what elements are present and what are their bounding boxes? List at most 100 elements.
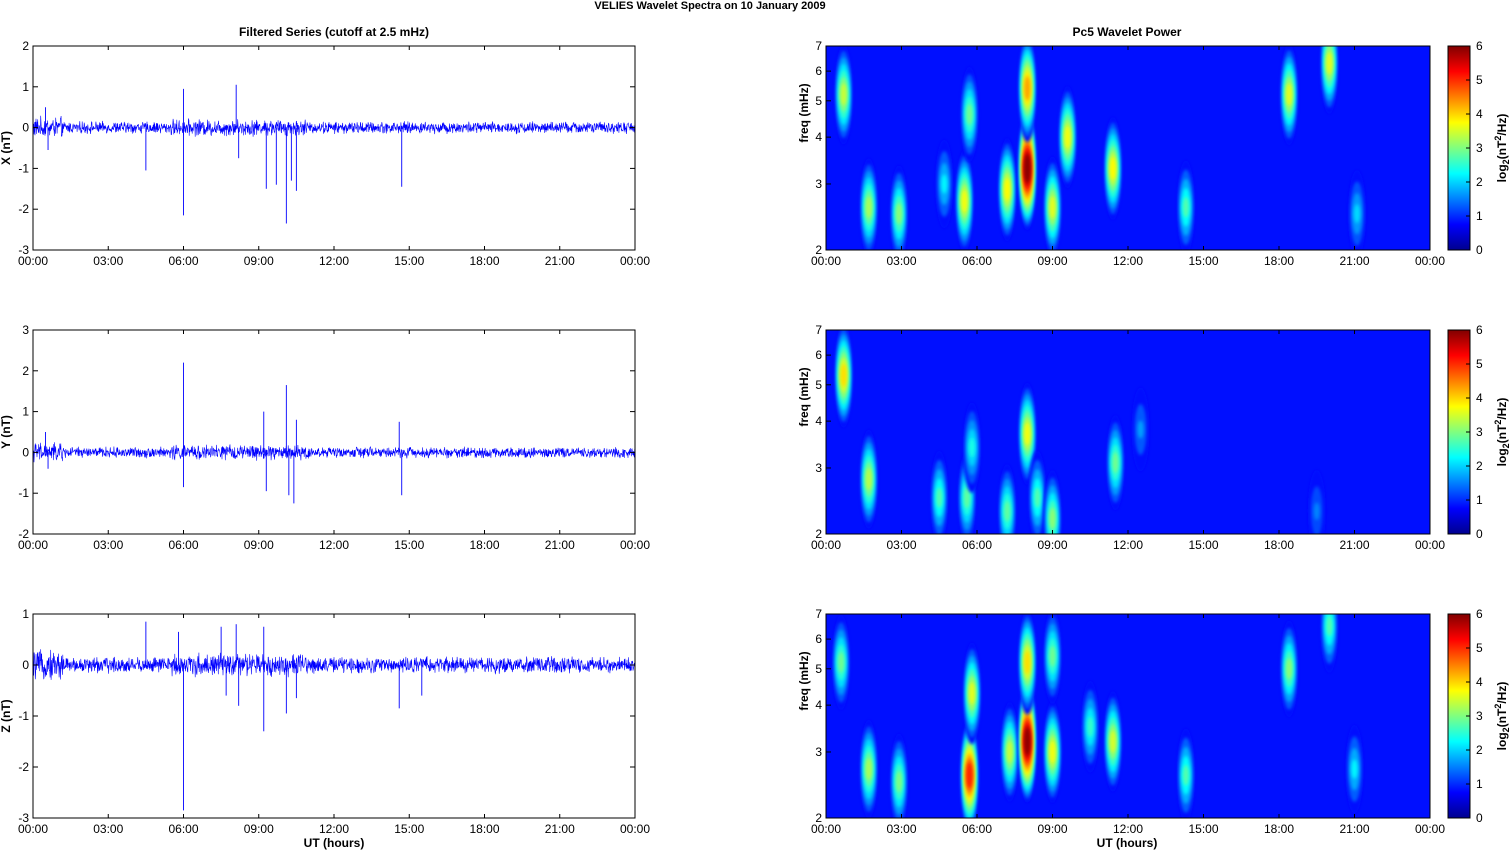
spectrogram-xtick-label: 00:00: [811, 254, 841, 268]
spectrogram-blobs: [834, 46, 1367, 250]
spectral-power-blob: [1024, 76, 1031, 101]
spectrogram-xtick-label: 12:00: [1113, 254, 1143, 268]
ytick-label: 6: [815, 348, 822, 362]
ylabel: X (nT): [0, 131, 13, 165]
colorbar-tick-label: 6: [1476, 39, 1483, 53]
spectrogram-xtick-label: 12:00: [1113, 538, 1143, 552]
timeseries-xtick-label: 18:00: [469, 538, 499, 552]
ytick-label: 3: [22, 323, 29, 337]
ytick-label: -3: [18, 811, 29, 825]
spectrogram-xtick-label: 15:00: [1188, 822, 1218, 836]
timeseries-xtick-label: 03:00: [93, 538, 123, 552]
colorbar-tick-label: 0: [1476, 527, 1483, 541]
spectrogram-xtick-label: 12:00: [1113, 822, 1143, 836]
ylabel: Y (nT): [0, 415, 13, 449]
spectral-power-blob: [1006, 740, 1013, 763]
ytick-label: 7: [815, 607, 822, 621]
spectral-power-blob: [1326, 615, 1333, 637]
spectral-power-blob: [1109, 730, 1116, 753]
spectral-power-blob: [966, 103, 973, 125]
ytick-label: 2: [22, 39, 29, 53]
ytick-label: 6: [815, 632, 822, 646]
spectrogram-xtick-label: 06:00: [962, 254, 992, 268]
series-line: [32, 649, 636, 680]
left-xlabel: UT (hours): [304, 836, 365, 850]
colorbar-label-part: log: [1495, 732, 1509, 750]
ytick-label: -1: [18, 709, 29, 723]
colorbar-tick-label: 3: [1476, 425, 1483, 439]
ytick-label: 3: [815, 461, 822, 475]
ytick-label: 2: [22, 364, 29, 378]
colorbar-tick-label: 5: [1476, 641, 1483, 655]
spectral-power-blob: [1004, 178, 1011, 201]
spectrogram-panel-z: 2 3 4 5 6 7 00:00 03:00 06:00 09:00 12:00 15:00 18:0…: [797, 607, 1511, 836]
timeseries-xtick-label: 12:00: [319, 254, 349, 268]
colorbar-label-part: 2: [1501, 443, 1511, 448]
spectral-power-blob: [1049, 740, 1056, 764]
colorbar-label-part: log: [1495, 164, 1509, 182]
ytick-label: -2: [18, 527, 29, 541]
spectral-power-blob: [1064, 125, 1071, 149]
spectrogram-xtick-label: 06:00: [962, 822, 992, 836]
spectral-power-blob: [1313, 502, 1320, 521]
ytick-label: -2: [18, 760, 29, 774]
spectral-power-blob: [1109, 157, 1116, 180]
spectral-power-blob: [1182, 765, 1189, 786]
timeseries-xtick-label: 21:00: [545, 822, 575, 836]
ytick-label: 1: [22, 80, 29, 94]
spectrogram-blobs: [832, 614, 1364, 818]
timeseries-xtick-label: 06:00: [168, 822, 198, 836]
colorbar-tick-label: 4: [1476, 675, 1483, 689]
ytick-label: 4: [815, 130, 822, 144]
colorbar-label-part: 2: [1493, 136, 1503, 141]
ylabel: freq (mHz): [797, 367, 811, 426]
timeseries-xtick-label: 18:00: [469, 822, 499, 836]
spectral-power-blob: [865, 468, 872, 491]
spectral-power-blob: [1182, 197, 1189, 218]
series-line: [32, 115, 636, 137]
spectrogram-xtick-label: 09:00: [1037, 538, 1067, 552]
ytick-label: 3: [815, 177, 822, 191]
timeseries-xtick-label: 06:00: [168, 538, 198, 552]
timeseries-plot-area: [33, 330, 635, 534]
timeseries-xtick-label: 09:00: [244, 254, 274, 268]
spectrogram-panel-y: 2 3 4 5 6 7 00:00 03:00 06:00 09:00 12:00 15:00 18:0…: [797, 323, 1511, 552]
spectrogram-xtick-label: 03:00: [886, 538, 916, 552]
ytick-label: -3: [18, 243, 29, 257]
timeseries-xtick-label: 12:00: [319, 538, 349, 552]
spectrogram-panel-x: 2 3 4 5 6 7 00:00 03:00 06:00 09:00 12:00 15:00 18:0…: [797, 39, 1511, 268]
ytick-label: 1: [22, 405, 29, 419]
spectral-power-blob: [961, 189, 968, 213]
ytick-label: 5: [815, 662, 822, 676]
ytick-label: 5: [815, 378, 822, 392]
spectrogram-background: [826, 330, 1430, 534]
colorbar-label-part: 2: [1493, 704, 1503, 709]
timeseries-xtick-label: 09:00: [244, 822, 274, 836]
spectrogram-xtick-label: 06:00: [962, 538, 992, 552]
ytick-label: 6: [815, 64, 822, 78]
timeseries-xtick-label: 21:00: [545, 538, 575, 552]
ytick-label: -2: [18, 202, 29, 216]
spectrogram-xtick-label: 09:00: [1037, 254, 1067, 268]
colorbar-label-part: 2: [1501, 727, 1511, 732]
ytick-label: 0: [22, 121, 29, 135]
colorbar-tick-label: 1: [1476, 493, 1483, 507]
spectrogram-xtick-label: 00:00: [1415, 254, 1445, 268]
spectrogram-xtick-label: 21:00: [1339, 254, 1369, 268]
colorbar-tick-label: 2: [1476, 459, 1483, 473]
ylabel: freq (mHz): [797, 651, 811, 710]
spectral-power-blob: [968, 437, 975, 458]
ytick-label: 2: [815, 243, 822, 257]
timeseries-panel-x: -3 -2 -1 0 1 2 00:00 03:00 06:00 09:00 12:00 15:00 1…: [0, 39, 650, 268]
spectral-power-blob: [968, 682, 975, 705]
colorbar-label-part: (nT: [1495, 140, 1509, 159]
timeseries-xtick-label: 15:00: [394, 822, 424, 836]
spectral-power-blob: [1024, 727, 1031, 756]
spectrogram-background: [826, 46, 1430, 250]
colorbar-label-part: 2: [1501, 159, 1511, 164]
ytick-label: 0: [22, 445, 29, 459]
colorbar-label: log2(nT2/Hz): [1493, 398, 1511, 467]
spectrogram-xtick-label: 18:00: [1264, 822, 1294, 836]
